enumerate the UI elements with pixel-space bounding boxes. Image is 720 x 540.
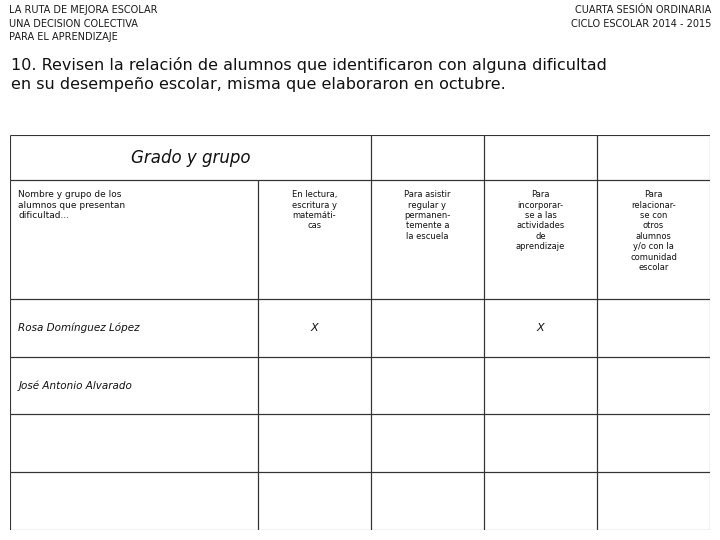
Text: Grado y grupo: Grado y grupo bbox=[131, 148, 251, 167]
Text: Para
incorporar-
se a las
actividades
de
aprendizaje: Para incorporar- se a las actividades de… bbox=[516, 190, 565, 251]
Text: 10. Revisen la relación de alumnos que identificaron con alguna dificultad
en su: 10. Revisen la relación de alumnos que i… bbox=[11, 57, 607, 92]
Text: Para asistir
regular y
permanen-
temente a
la escuela: Para asistir regular y permanen- temente… bbox=[404, 190, 451, 241]
Text: José Antonio Alvarado: José Antonio Alvarado bbox=[19, 380, 132, 391]
Text: Para
relacionar-
se con
otros
alumnos
y/o con la
comunidad
escolar: Para relacionar- se con otros alumnos y/… bbox=[630, 190, 677, 272]
Text: LA RUTA DE MEJORA ESCOLAR
UNA DECISION COLECTIVA
PARA EL APRENDIZAJE: LA RUTA DE MEJORA ESCOLAR UNA DECISION C… bbox=[9, 5, 157, 43]
Text: X: X bbox=[310, 323, 318, 333]
Text: X: X bbox=[536, 323, 544, 333]
Text: CUARTA SESIÓN ORDINARIA
CICLO ESCOLAR 2014 - 2015: CUARTA SESIÓN ORDINARIA CICLO ESCOLAR 20… bbox=[571, 5, 711, 29]
Text: Nombre y grupo de los
alumnos que presentan
dificultad...: Nombre y grupo de los alumnos que presen… bbox=[19, 190, 125, 220]
Text: En lectura,
escritura y
matemáti-
cas: En lectura, escritura y matemáti- cas bbox=[292, 190, 337, 231]
Text: Rosa Domínguez López: Rosa Domínguez López bbox=[19, 322, 140, 333]
